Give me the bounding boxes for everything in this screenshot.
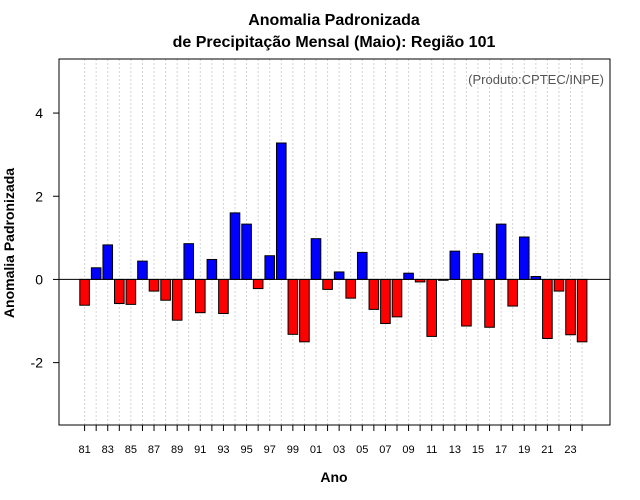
bar-05	[356, 251, 368, 280]
bar-97	[264, 255, 276, 280]
y-tick-label: 0	[35, 271, 43, 287]
x-tick-label: 19	[518, 444, 530, 456]
bar-16	[484, 278, 495, 328]
x-axis: 81 83 85 87 89 91 93 95 97 99 01 03 05 07 09 11 13 15 17 19…	[78, 425, 583, 456]
bar-88	[160, 278, 171, 301]
x-tick-label: 91	[194, 444, 206, 456]
bar-18	[507, 278, 518, 307]
bar-84	[114, 278, 125, 305]
x-tick-label: 05	[356, 444, 368, 456]
bar-24	[576, 278, 588, 343]
bar-13	[449, 250, 461, 280]
bar-01	[310, 238, 322, 280]
bar-92	[206, 258, 218, 280]
x-tick-label: 81	[78, 444, 90, 456]
x-tick-label: 23	[564, 444, 576, 456]
bar-93	[218, 278, 229, 315]
bar-96	[252, 278, 264, 290]
bar-02	[322, 278, 333, 290]
bar-06	[368, 278, 380, 310]
x-tick-label: 07	[379, 444, 391, 456]
y-tick-label: 4	[35, 105, 43, 121]
bar-85	[125, 278, 137, 305]
bar-07	[380, 278, 391, 325]
y-axis-label: Anomalia Padronizada	[1, 168, 17, 318]
bar-95	[241, 223, 252, 280]
bar-82	[90, 267, 102, 280]
bar-94	[229, 212, 241, 280]
x-tick-label: 15	[472, 444, 484, 456]
plot-frame	[58, 58, 611, 426]
y-axis: -2 0 2 4	[31, 105, 59, 371]
x-tick-label: 83	[102, 444, 114, 456]
bars	[79, 142, 588, 343]
credit-annotation: (Produto:CPTEC/INPE)	[468, 72, 604, 87]
bar-83	[102, 244, 114, 280]
bar-23	[565, 278, 576, 336]
bar-86	[137, 260, 148, 280]
x-tick-label: 85	[125, 444, 137, 456]
bar-98	[275, 142, 287, 280]
bar-03	[333, 271, 345, 280]
bar-00	[299, 278, 310, 343]
bar-87	[148, 278, 160, 292]
x-tick-label: 93	[217, 444, 229, 456]
bar-04	[345, 278, 357, 299]
bar-15	[472, 253, 484, 280]
x-tick-label: 11	[426, 444, 437, 456]
bar-89	[171, 278, 183, 321]
x-tick-label: 09	[402, 444, 414, 456]
y-tick-label: 2	[35, 188, 43, 204]
x-tick-label: 03	[333, 444, 345, 456]
x-tick-label: 99	[287, 444, 299, 456]
x-tick-label: 89	[171, 444, 183, 456]
chart-subtitle: de Precipitação Mensal (Maio): Região 10…	[173, 34, 496, 51]
bar-08	[391, 278, 403, 318]
bar-22	[553, 278, 565, 292]
x-tick-label: 97	[264, 444, 276, 456]
x-tick-label: 87	[148, 444, 160, 456]
bar-21	[542, 278, 553, 339]
bar-17	[495, 223, 507, 280]
bar-11	[426, 278, 437, 337]
bar-19	[518, 236, 530, 280]
grid-lines	[84, 59, 583, 425]
x-tick-label: 17	[495, 444, 507, 456]
bar-99	[287, 278, 299, 335]
x-tick-label: 01	[310, 444, 322, 456]
bar-91	[195, 278, 206, 314]
bar-81	[79, 278, 90, 306]
bar-14	[461, 278, 472, 327]
x-tick-label: 95	[240, 444, 252, 456]
chart-title: Anomalia Padronizada	[248, 12, 420, 29]
bar-09	[403, 272, 414, 280]
x-axis-label: Ano	[320, 469, 347, 485]
x-tick-label: 13	[449, 444, 461, 456]
y-tick-label: -2	[31, 355, 44, 371]
bar-90	[183, 243, 195, 280]
x-tick-label: 21	[541, 444, 553, 456]
